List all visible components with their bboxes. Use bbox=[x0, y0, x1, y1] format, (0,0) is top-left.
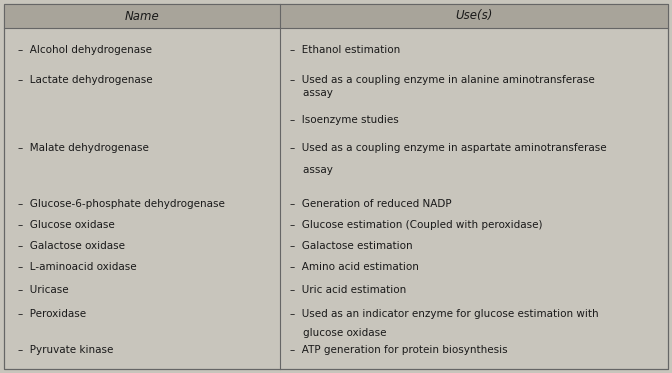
Text: –  Used as an indicator enzyme for glucose estimation with: – Used as an indicator enzyme for glucos… bbox=[290, 309, 599, 319]
Text: –  Used as a coupling enzyme in aspartate aminotransferase: – Used as a coupling enzyme in aspartate… bbox=[290, 143, 607, 153]
Text: –  Alcohol dehydrogenase: – Alcohol dehydrogenase bbox=[18, 45, 152, 55]
Text: –  Glucose estimation (Coupled with peroxidase): – Glucose estimation (Coupled with perox… bbox=[290, 220, 542, 230]
Text: –  Ethanol estimation: – Ethanol estimation bbox=[290, 45, 401, 55]
Text: –  L-aminoacid oxidase: – L-aminoacid oxidase bbox=[18, 262, 136, 272]
Text: –  Used as a coupling enzyme in alanine aminotransferase: – Used as a coupling enzyme in alanine a… bbox=[290, 75, 595, 85]
Text: –  Amino acid estimation: – Amino acid estimation bbox=[290, 262, 419, 272]
Text: assay: assay bbox=[290, 165, 333, 175]
Text: –  Glucose oxidase: – Glucose oxidase bbox=[18, 220, 115, 230]
Text: –  Lactate dehydrogenase: – Lactate dehydrogenase bbox=[18, 75, 153, 85]
Text: assay: assay bbox=[290, 88, 333, 98]
Text: –  Malate dehydrogenase: – Malate dehydrogenase bbox=[18, 143, 149, 153]
Text: –  Uricase: – Uricase bbox=[18, 285, 69, 295]
Text: –  Generation of reduced NADP: – Generation of reduced NADP bbox=[290, 199, 452, 209]
Text: –  ATP generation for protein biosynthesis: – ATP generation for protein biosynthesi… bbox=[290, 345, 507, 355]
Text: glucose oxidase: glucose oxidase bbox=[290, 328, 386, 338]
Text: Use(s): Use(s) bbox=[456, 9, 493, 22]
Text: –  Glucose-6-phosphate dehydrogenase: – Glucose-6-phosphate dehydrogenase bbox=[18, 199, 225, 209]
Text: –  Isoenzyme studies: – Isoenzyme studies bbox=[290, 115, 398, 125]
Text: –  Galactose estimation: – Galactose estimation bbox=[290, 241, 413, 251]
Text: –  Uric acid estimation: – Uric acid estimation bbox=[290, 285, 407, 295]
Text: Name: Name bbox=[124, 9, 159, 22]
Bar bbox=[4, 4, 668, 28]
Text: –  Pyruvate kinase: – Pyruvate kinase bbox=[18, 345, 114, 355]
Text: –  Peroxidase: – Peroxidase bbox=[18, 309, 86, 319]
Text: –  Galactose oxidase: – Galactose oxidase bbox=[18, 241, 125, 251]
